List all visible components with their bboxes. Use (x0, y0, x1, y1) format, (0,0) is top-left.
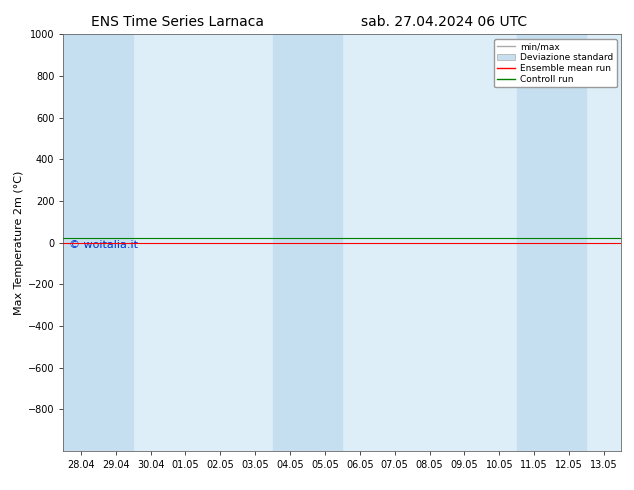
Y-axis label: Max Temperature 2m (°C): Max Temperature 2m (°C) (13, 171, 23, 315)
Bar (98, 34, 133, 451)
Legend: min/max, Deviazione standard, Ensemble mean run, Controll run: min/max, Deviazione standard, Ensemble m… (494, 39, 617, 87)
Text: ENS Time Series Larnaca: ENS Time Series Larnaca (91, 15, 264, 29)
Bar (273, 34, 307, 451)
Text: sab. 27.04.2024 06 UTC: sab. 27.04.2024 06 UTC (361, 15, 527, 29)
Text: © woitalia.it: © woitalia.it (69, 241, 138, 250)
Bar (63, 34, 98, 451)
Bar (517, 34, 552, 451)
Bar (552, 34, 586, 451)
Bar (307, 34, 342, 451)
